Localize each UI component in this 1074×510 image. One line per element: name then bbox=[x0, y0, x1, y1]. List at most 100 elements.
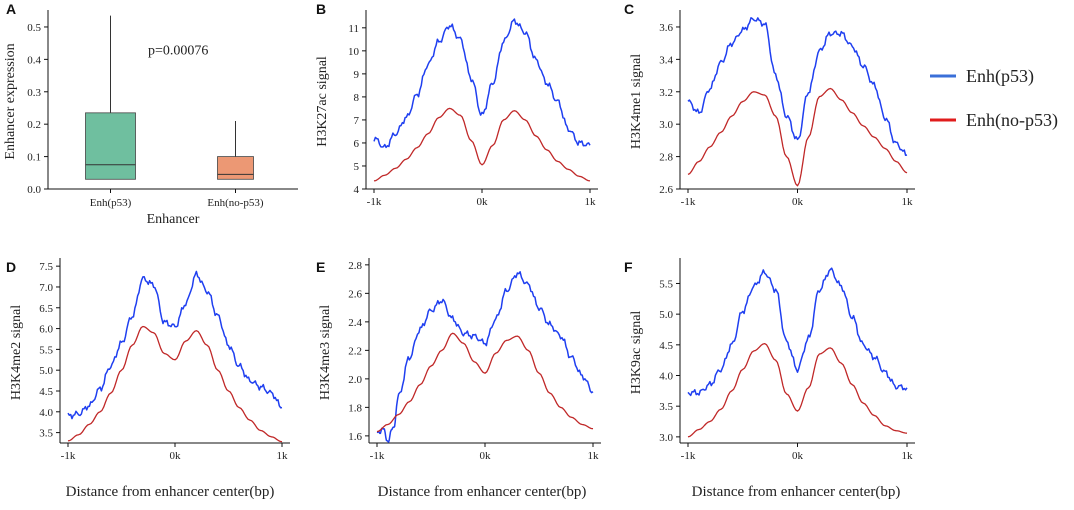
x-axis-label-bottom-3: Distance from enhancer center(bp) bbox=[692, 484, 901, 500]
panel-c: C 2.6 2.8 3.0 3.2 3.4 3.6 H3K4me1 signal -1k 0k 1k bbox=[624, 1, 915, 208]
x-axis-label: Enhancer bbox=[147, 212, 200, 227]
y-tick-label: 9 bbox=[354, 69, 360, 81]
series-line-enh-no-p53 bbox=[67, 325, 283, 443]
y-tick-label: 7 bbox=[354, 115, 360, 127]
x-tick-label: 0k bbox=[792, 450, 804, 462]
series-line-enh-no-p53 bbox=[376, 332, 594, 433]
panel-a: A 0.0 0.1 0.2 0.3 0.4 0.5 Enhancer expression En… bbox=[3, 1, 298, 227]
y-tick-label: 0.4 bbox=[27, 54, 41, 66]
legend-label: Enh(p53) bbox=[966, 66, 1034, 87]
box-1 bbox=[217, 120, 254, 180]
x-axis-label-bottom-2: Distance from enhancer center(bp) bbox=[378, 484, 587, 500]
y-tick-label: 7.5 bbox=[39, 261, 53, 273]
y-axis-label: H3K4me3 signal bbox=[318, 305, 333, 400]
y-tick-label: 5.5 bbox=[659, 278, 673, 290]
y-tick-label: 2.8 bbox=[659, 152, 673, 164]
panel-letter: F bbox=[624, 259, 633, 275]
y-tick-label: 6.5 bbox=[39, 303, 53, 315]
panel-letter: E bbox=[316, 259, 325, 275]
y-tick-label: 3.0 bbox=[659, 432, 673, 444]
y-tick-label: 8 bbox=[354, 92, 360, 104]
y-tick-label: 10 bbox=[348, 46, 360, 58]
x-tick-label: 0k bbox=[792, 196, 804, 208]
y-tick-label: 5.0 bbox=[659, 309, 673, 321]
x-tick-label: -1k bbox=[367, 196, 382, 208]
y-tick-label: 2.2 bbox=[348, 345, 362, 357]
y-tick-label: 6 bbox=[354, 138, 360, 150]
x-tick-label: 1k bbox=[902, 450, 914, 462]
series-line-enh-p53 bbox=[687, 267, 908, 397]
y-tick-label: 4.0 bbox=[39, 407, 53, 419]
y-tick-label: 4.5 bbox=[659, 340, 673, 352]
panel-letter: A bbox=[6, 1, 16, 17]
y-axis-label: H3K27ac signal bbox=[315, 56, 330, 147]
y-tick-label: 5 bbox=[354, 161, 360, 173]
x-tick-label: -1k bbox=[370, 450, 385, 462]
y-tick-label: 1.6 bbox=[348, 431, 362, 443]
panel-e: E 1.6 1.8 2.0 2.2 2.4 2.6 2.8 H3K4me3 signal -1k 0… bbox=[316, 258, 601, 462]
y-tick-label: 6.0 bbox=[39, 324, 53, 336]
y-tick-label: 4.5 bbox=[39, 386, 53, 398]
panel-letter: D bbox=[6, 259, 16, 275]
y-tick-label: 2.6 bbox=[659, 184, 673, 196]
box-body bbox=[217, 156, 254, 180]
y-axis-label: H3K9ac signal bbox=[629, 311, 644, 395]
x-tick-label: 1k bbox=[902, 196, 914, 208]
panel-f: F 3.0 3.5 4.0 4.5 5.0 5.5 H3K9ac signal -1k 0k 1k bbox=[624, 258, 915, 462]
y-tick-label: 3.6 bbox=[659, 22, 673, 34]
legend: Enh(p53) Enh(no-p53) bbox=[930, 66, 1058, 131]
y-tick-label: 5.0 bbox=[39, 365, 53, 377]
x-tick-label: 0k bbox=[477, 196, 489, 208]
panel-letter: C bbox=[624, 1, 634, 17]
y-tick-label: 2.8 bbox=[348, 260, 362, 272]
box-body bbox=[85, 112, 136, 180]
y-tick-label: 4 bbox=[354, 184, 360, 196]
x-tick-label: -1k bbox=[681, 450, 696, 462]
x-tick-label: Enh(p53) bbox=[90, 197, 132, 209]
y-tick-label: 0.5 bbox=[27, 22, 41, 34]
series-line-enh-p53 bbox=[67, 270, 283, 420]
y-tick-label: 3.0 bbox=[659, 119, 673, 131]
x-tick-label: 1k bbox=[588, 450, 600, 462]
box-0 bbox=[85, 15, 136, 180]
y-axis-label: H3K4me1 signal bbox=[629, 54, 644, 149]
panel-d: D 3.5 4.0 4.5 5.0 5.5 6.0 6.5 7.0 7.5 H3K4me2 sign… bbox=[6, 258, 290, 462]
series-line-enh-no-p53 bbox=[687, 342, 908, 438]
y-tick-label: 2.4 bbox=[348, 317, 362, 329]
y-tick-label: 7.0 bbox=[39, 282, 53, 294]
panel-letter: B bbox=[316, 1, 326, 17]
panel-b: B 4 5 6 7 8 9 10 11 H3K27ac signal -1k 0k 1k bbox=[315, 1, 598, 208]
legend-label: Enh(no-p53) bbox=[966, 110, 1058, 131]
series-line-enh-no-p53 bbox=[687, 87, 908, 187]
x-tick-label: 0k bbox=[480, 450, 492, 462]
y-tick-label: 0.1 bbox=[27, 152, 41, 164]
x-tick-label: 1k bbox=[277, 450, 289, 462]
y-axis-label: H3K4me2 signal bbox=[9, 305, 24, 400]
y-tick-label: 3.5 bbox=[39, 428, 53, 440]
series-line-enh-p53 bbox=[373, 18, 591, 149]
x-tick-label: 1k bbox=[585, 196, 597, 208]
y-tick-label: 0.3 bbox=[27, 87, 41, 99]
p-value-annotation: p=0.00076 bbox=[148, 44, 208, 59]
series-line-enh-no-p53 bbox=[373, 107, 591, 182]
y-axis-label: Enhancer expression bbox=[3, 43, 18, 159]
y-tick-label: 2.6 bbox=[348, 288, 362, 300]
x-tick-label: -1k bbox=[61, 450, 76, 462]
y-tick-label: 0.0 bbox=[27, 184, 41, 196]
x-tick-label: -1k bbox=[681, 196, 696, 208]
y-tick-label: 4.0 bbox=[659, 371, 673, 383]
y-tick-label: 3.5 bbox=[659, 401, 673, 413]
y-tick-label: 2.0 bbox=[348, 374, 362, 386]
y-tick-label: 3.2 bbox=[659, 87, 673, 99]
y-tick-label: 11 bbox=[348, 23, 359, 35]
y-tick-label: 3.4 bbox=[659, 54, 673, 66]
x-tick-label: 0k bbox=[170, 450, 182, 462]
y-tick-label: 0.2 bbox=[27, 119, 41, 131]
x-axis-label-bottom-1: Distance from enhancer center(bp) bbox=[66, 484, 275, 500]
series-line-enh-p53 bbox=[687, 17, 908, 157]
y-tick-label: 1.8 bbox=[348, 402, 362, 414]
y-tick-label: 5.5 bbox=[39, 344, 53, 356]
series-line-enh-p53 bbox=[376, 271, 594, 443]
x-tick-label: Enh(no-p53) bbox=[207, 197, 264, 209]
